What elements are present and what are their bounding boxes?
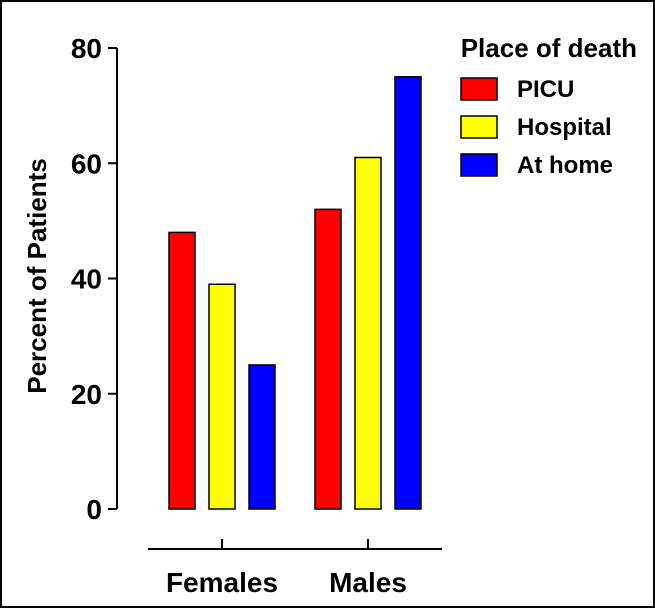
legend-swatch-hospital xyxy=(460,115,498,139)
bar-at-home-females xyxy=(248,364,276,510)
bar-picu-females xyxy=(168,231,196,510)
bar-at-home-males xyxy=(394,76,422,510)
legend-label-picu: PICU xyxy=(517,76,574,103)
legend-swatch-picu xyxy=(460,77,498,101)
y-tick-label: 80 xyxy=(71,33,102,64)
legend-label-at-home: At home xyxy=(517,152,613,179)
legend-swatch-at-home xyxy=(460,153,498,177)
legend-title: Place of death xyxy=(461,33,637,63)
bar-hospital-males xyxy=(354,156,382,510)
axes: 0 20 40 60 80 Females Males xyxy=(71,33,442,598)
bar-picu-males xyxy=(314,208,342,510)
legend: PICU Hospital At home xyxy=(460,76,613,179)
x-tick-label: Males xyxy=(329,567,407,598)
y-axis-label: Percent of Patients xyxy=(22,158,52,394)
bar-hospital-females xyxy=(208,283,236,510)
y-tick-label: 40 xyxy=(71,264,102,295)
y-tick-label: 60 xyxy=(71,148,102,179)
bars xyxy=(168,76,422,510)
x-tick-label: Females xyxy=(166,567,278,598)
legend-label-hospital: Hospital xyxy=(517,114,612,141)
y-tick-label: 0 xyxy=(86,494,102,525)
y-tick-label: 20 xyxy=(71,379,102,410)
